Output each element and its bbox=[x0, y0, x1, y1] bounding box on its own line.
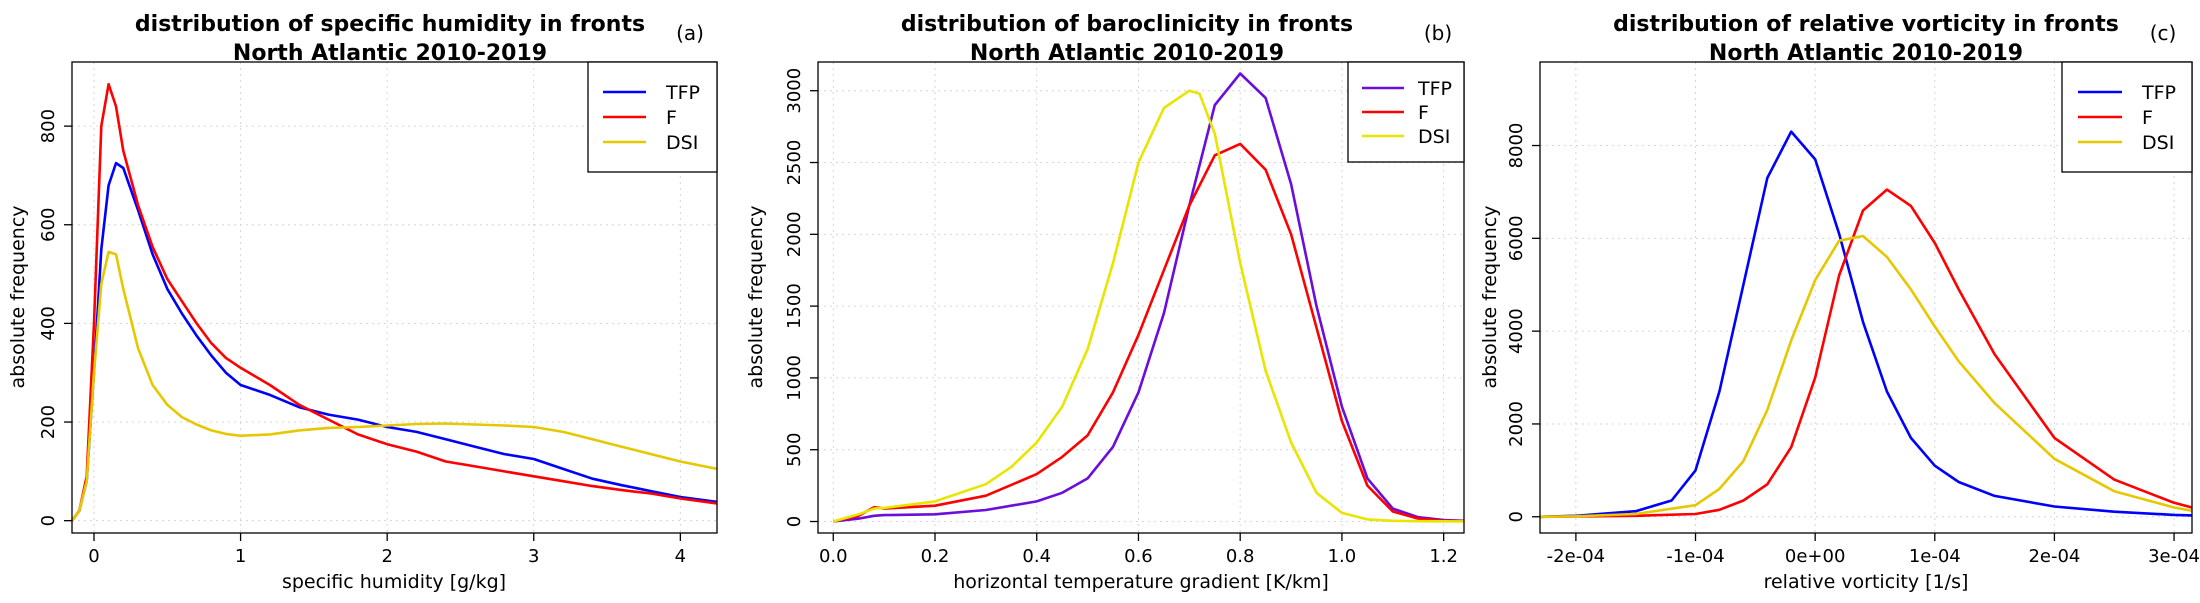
chart-a-plot-frame bbox=[71, 61, 718, 534]
chart-b-ytick-label: 3000 bbox=[784, 68, 805, 114]
chart-b-ytick-label: 1000 bbox=[784, 355, 805, 401]
chart-c-legend: TFP F DSI bbox=[2061, 61, 2193, 173]
chart-b-xtick-label: 0.2 bbox=[921, 546, 950, 567]
chart-a-panel-tag: (a) bbox=[676, 21, 704, 45]
chart-b-series-f-line bbox=[833, 142, 1465, 523]
chart-c-legend-label-tfp: TFP bbox=[2141, 82, 2176, 104]
chart-c-panel-tag: (c) bbox=[2150, 21, 2177, 45]
chart-c-ticks: -2e-04 -1e-04 0e+00 1e-04 2e-04 3e-04 0 2000 400… bbox=[1506, 123, 2200, 567]
chart-c-ytick-label: 4000 bbox=[1506, 308, 1527, 354]
chart-a-xtick-label: 1 bbox=[235, 546, 246, 567]
chart-a-xtick-label: 3 bbox=[528, 546, 539, 567]
chart-c-ytick-label: 8000 bbox=[1506, 123, 1527, 169]
chart-c-plot-frame bbox=[1539, 61, 2193, 534]
chart-b-xlabel: horizontal temperature gradient [K/km] bbox=[953, 571, 1329, 593]
chart-b-ytick-label: 2000 bbox=[784, 211, 805, 257]
panel-b: distribution of baroclinicity in fronts … bbox=[745, 12, 1465, 593]
chart-b-xtick-label: 0.6 bbox=[1124, 546, 1153, 567]
chart-c-xtick-label: 3e-04 bbox=[2148, 546, 2200, 567]
chart-a-ytick-label: 600 bbox=[38, 208, 59, 242]
chart-b-panel-tag: (b) bbox=[1424, 21, 1452, 45]
chart-a-series bbox=[70, 82, 718, 522]
chart-b-series-dsi-line bbox=[832, 89, 1465, 523]
chart-a-legend-label-dsi: DSI bbox=[666, 132, 698, 154]
chart-a-series-tfp-line bbox=[70, 161, 718, 522]
chart-b-series bbox=[832, 72, 1465, 523]
chart-b-ytick-label: 0 bbox=[784, 516, 805, 527]
chart-a-ticks: 0 1 2 3 4 0 200 400 600 800 bbox=[38, 109, 686, 567]
chart-a-xlabel: specific humidity [g/kg] bbox=[282, 571, 506, 593]
chart-b-legend-label-tfp: TFP bbox=[1417, 78, 1452, 100]
chart-b-legend: TFP F DSI bbox=[1347, 61, 1465, 163]
chart-b-legend-label-f: F bbox=[1418, 102, 1429, 124]
chart-a-legend-label-tfp: TFP bbox=[665, 82, 700, 104]
chart-b-xtick-label: 1.2 bbox=[1429, 546, 1458, 567]
chart-b-xtick-label: 0.4 bbox=[1022, 546, 1051, 567]
chart-c-series-dsi-line bbox=[1539, 234, 2193, 519]
chart-b-series-tfp-line bbox=[833, 72, 1465, 523]
chart-c-grid bbox=[1540, 62, 2192, 533]
chart-b-ytick-label: 1500 bbox=[784, 283, 805, 329]
chart-c-xtick-label: -1e-04 bbox=[1666, 546, 1724, 567]
chart-b-xtick-label: 1.0 bbox=[1328, 546, 1357, 567]
chart-c-legend-label-f: F bbox=[2142, 107, 2153, 129]
chart-a-ylabel: absolute frequency bbox=[7, 205, 29, 388]
chart-b-ylabel: absolute frequency bbox=[745, 205, 767, 388]
chart-b-xtick-label: 0.0 bbox=[819, 546, 848, 567]
chart-a-series-dsi-line bbox=[70, 250, 718, 522]
chart-c-ytick-label: 6000 bbox=[1506, 215, 1527, 261]
chart-c-xtick-label: 0e+00 bbox=[1785, 546, 1846, 567]
chart-c-ytick-label: 0 bbox=[1506, 511, 1527, 522]
chart-a-series-f-line bbox=[70, 82, 718, 522]
chart-a-legend-label-f: F bbox=[666, 107, 677, 129]
chart-b-ytick-label: 500 bbox=[784, 433, 805, 467]
panel-c: distribution of relative vorticity in fr… bbox=[1479, 12, 2200, 593]
chart-c-ytick-label: 2000 bbox=[1506, 401, 1527, 447]
chart-c-xlabel: relative vorticity [1/s] bbox=[1764, 571, 1969, 593]
chart-c-legend-label-dsi: DSI bbox=[2142, 132, 2174, 154]
chart-a-ytick-label: 0 bbox=[38, 515, 59, 526]
chart-b-title: distribution of baroclinicity in fronts bbox=[901, 12, 1353, 37]
chart-b-xtick-label: 0.8 bbox=[1226, 546, 1255, 567]
chart-a-ytick-label: 200 bbox=[38, 405, 59, 439]
chart-a-legend: TFP F DSI bbox=[587, 61, 718, 173]
chart-b-plot-frame bbox=[817, 61, 1465, 534]
chart-c-series-f-line bbox=[1539, 188, 2193, 519]
chart-b-legend-label-dsi: DSI bbox=[1418, 126, 1450, 148]
chart-c-ylabel: absolute frequency bbox=[1479, 205, 1501, 388]
chart-b-ticks: 0.0 0.2 0.4 0.6 0.8 1.0 1.2 0 500 1000 1500 2000 250… bbox=[784, 68, 1458, 567]
panel-a: distribution of specific humidity in fro… bbox=[7, 12, 718, 593]
chart-a-ytick-label: 800 bbox=[38, 109, 59, 143]
chart-b-ytick-label: 2500 bbox=[784, 140, 805, 186]
chart-a-xtick-label: 2 bbox=[381, 546, 392, 567]
chart-a-title: distribution of specific humidity in fro… bbox=[135, 12, 645, 37]
chart-a-ytick-label: 400 bbox=[38, 306, 59, 340]
chart-c-xtick-label: -2e-04 bbox=[1547, 546, 1605, 567]
chart-a-xtick-label: 4 bbox=[675, 546, 686, 567]
chart-c-series bbox=[1539, 130, 2193, 519]
chart-a-xtick-label: 0 bbox=[88, 546, 99, 567]
chart-c-series-tfp-line bbox=[1539, 130, 2193, 519]
chart-c-title: distribution of relative vorticity in fr… bbox=[1613, 12, 2119, 37]
chart-c-xtick-label: 2e-04 bbox=[2028, 546, 2080, 567]
chart-c-xtick-label: 1e-04 bbox=[1909, 546, 1961, 567]
